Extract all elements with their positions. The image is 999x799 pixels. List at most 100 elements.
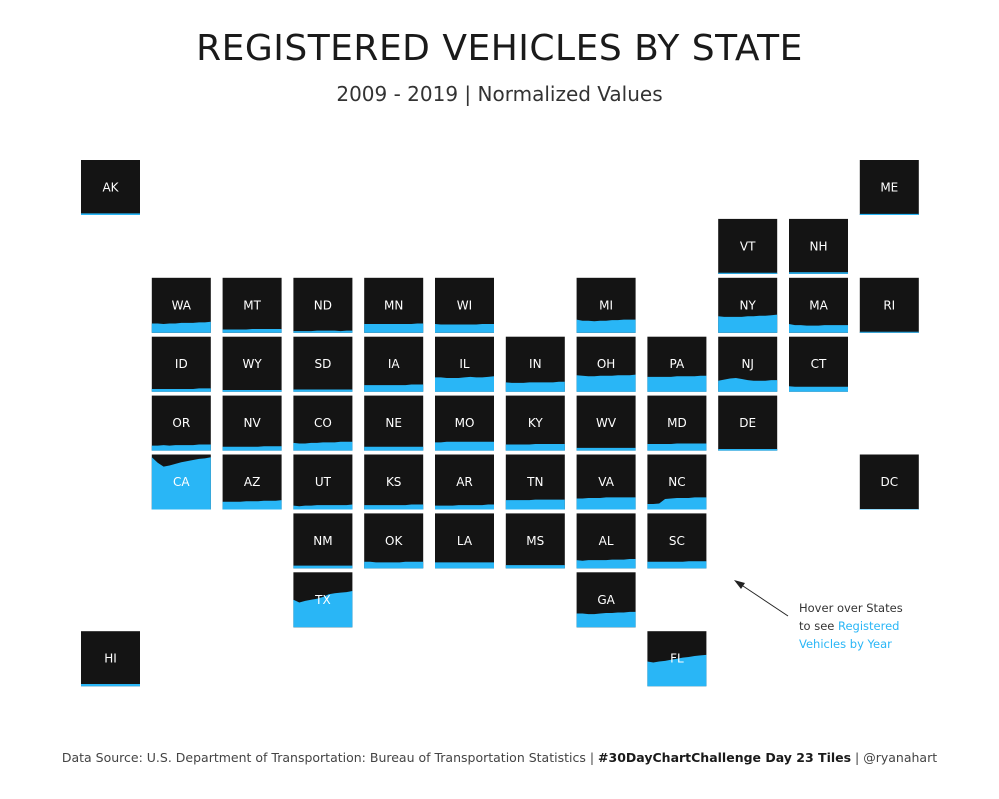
tile-wa[interactable]: WA — [151, 277, 211, 333]
tile-area-nd — [293, 330, 353, 333]
tile-al[interactable]: AL — [576, 513, 636, 569]
tile-id[interactable]: ID — [151, 336, 211, 392]
footer-handle: @ryanahart — [863, 750, 938, 765]
tile-co[interactable]: CO — [293, 395, 353, 451]
tile-label: TX — [314, 593, 331, 607]
annotation-highlight-1: Registered — [838, 619, 900, 633]
tile-area-nh — [789, 272, 848, 274]
tile-nd[interactable]: ND — [293, 277, 353, 333]
tile-area-nj — [718, 377, 778, 392]
tile-label: KY — [528, 416, 543, 430]
tile-ok[interactable]: OK — [364, 513, 424, 569]
tile-label: KS — [386, 475, 402, 489]
tile-fl[interactable]: FL — [647, 631, 707, 687]
tile-background — [81, 631, 140, 687]
tile-background — [81, 160, 140, 215]
tile-background — [789, 218, 848, 274]
tile-nc[interactable]: NC — [647, 454, 707, 510]
tile-pa[interactable]: PA — [647, 336, 707, 392]
tile-area-id — [151, 388, 211, 392]
tile-label: CO — [314, 416, 332, 430]
tile-area-ne — [364, 446, 424, 451]
tile-wv[interactable]: WV — [576, 395, 636, 451]
tile-in[interactable]: IN — [505, 336, 565, 392]
tile-ar[interactable]: AR — [435, 454, 494, 510]
footer-separator: | — [851, 750, 864, 765]
tile-background — [859, 277, 919, 333]
tile-label: DC — [880, 475, 898, 489]
tile-area-vt — [718, 272, 778, 274]
tile-area-ut — [293, 504, 353, 510]
tile-label: UT — [315, 475, 332, 489]
tile-area-ct — [789, 386, 848, 392]
tile-area-sc — [647, 561, 707, 569]
tile-ct[interactable]: CT — [789, 336, 848, 392]
tile-wi[interactable]: WI — [435, 277, 494, 333]
tile-nj[interactable]: NJ — [718, 336, 778, 392]
hover-annotation: Hover over States to see Registered Vehi… — [799, 599, 949, 653]
tile-label: VT — [740, 239, 756, 253]
tile-area-ny — [718, 314, 778, 333]
tile-tx[interactable]: TX — [293, 572, 353, 628]
tile-la[interactable]: LA — [435, 513, 494, 569]
tile-nv[interactable]: NV — [222, 395, 282, 451]
tile-label: MA — [809, 298, 828, 312]
tile-md[interactable]: MD — [647, 395, 707, 451]
tile-area-mn — [364, 323, 424, 333]
tile-label: IN — [529, 357, 542, 371]
tile-label: OR — [172, 416, 190, 430]
annotation-prefix: to see — [799, 619, 838, 633]
tile-nm[interactable]: NM — [293, 513, 353, 569]
tile-sd[interactable]: SD — [293, 336, 353, 392]
tile-area-nc — [647, 497, 707, 510]
tile-label: VA — [598, 475, 614, 489]
tile-mt[interactable]: MT — [222, 277, 282, 333]
tile-ut[interactable]: UT — [293, 454, 353, 510]
tile-area-az — [222, 500, 282, 510]
tile-ca[interactable]: CA — [151, 454, 211, 510]
tile-background — [364, 513, 424, 569]
tile-il[interactable]: IL — [435, 336, 494, 392]
tile-label: GA — [597, 593, 615, 607]
tile-oh[interactable]: OH — [576, 336, 636, 392]
tile-area-sd — [293, 389, 353, 392]
tile-ga[interactable]: GA — [576, 572, 636, 628]
tile-background — [151, 336, 211, 392]
tile-area-il — [435, 376, 494, 392]
tile-va[interactable]: VA — [576, 454, 636, 510]
tile-label: NE — [385, 416, 402, 430]
tile-ne[interactable]: NE — [364, 395, 424, 451]
tile-nh[interactable]: NH — [789, 218, 848, 274]
tile-sc[interactable]: SC — [647, 513, 707, 569]
tile-background — [293, 277, 353, 333]
tile-ny[interactable]: NY — [718, 277, 778, 333]
tile-ia[interactable]: IA — [364, 336, 424, 392]
tile-hi[interactable]: HI — [81, 631, 140, 687]
tile-area-ia — [364, 384, 424, 392]
tile-me[interactable]: ME — [859, 160, 919, 215]
tile-area-nm — [293, 565, 353, 569]
tile-dc[interactable]: DC — [859, 454, 919, 510]
tile-mi[interactable]: MI — [576, 277, 636, 333]
tile-label: FL — [670, 652, 684, 666]
footer-source: Data Source: U.S. Department of Transpor… — [61, 750, 586, 765]
tile-background — [435, 454, 494, 510]
tile-ma[interactable]: MA — [789, 277, 848, 333]
chart-title: REGISTERED VEHICLES BY STATE — [196, 28, 803, 69]
tile-ri[interactable]: RI — [859, 277, 919, 333]
tile-area-mi — [576, 319, 636, 333]
tile-ak[interactable]: AK — [81, 160, 140, 215]
tile-or[interactable]: OR — [151, 395, 211, 451]
tile-wy[interactable]: WY — [222, 336, 282, 392]
tile-de[interactable]: DE — [718, 395, 778, 451]
tile-ks[interactable]: KS — [364, 454, 424, 510]
tile-tn[interactable]: TN — [505, 454, 565, 510]
tile-mo[interactable]: MO — [435, 395, 494, 451]
tile-ky[interactable]: KY — [505, 395, 565, 451]
tile-ms[interactable]: MS — [505, 513, 565, 569]
tile-vt[interactable]: VT — [718, 218, 778, 274]
tile-label: AL — [599, 534, 614, 548]
tile-area-ms — [505, 565, 565, 569]
tile-az[interactable]: AZ — [222, 454, 282, 510]
tile-mn[interactable]: MN — [364, 277, 424, 333]
